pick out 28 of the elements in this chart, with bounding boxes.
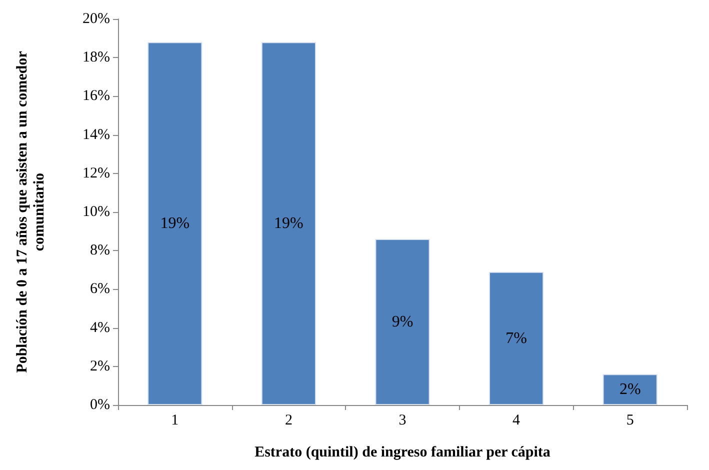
x-axis-title: Estrato (quintil) de ingreso familiar per cápita	[254, 444, 551, 460]
data-label: 7%	[506, 330, 527, 347]
x-tick-label: 5	[626, 412, 634, 428]
data-label: 19%	[160, 215, 190, 232]
x-tick-label: 3	[398, 412, 406, 428]
bar	[488, 272, 544, 405]
y-tick-label: 2%	[90, 358, 110, 374]
y-tick-label: 16%	[82, 88, 110, 104]
bar	[375, 239, 430, 405]
bar	[148, 42, 202, 405]
y-tick-label: 20%	[82, 11, 110, 27]
data-label: 2%	[619, 381, 641, 398]
y-tick-label: 4%	[90, 320, 110, 336]
y-axis-title: Población de 0 a 17 años que asisten a un comedor comunitario	[14, 50, 48, 373]
x-tick-label: 1	[171, 412, 179, 428]
y-tick-label: 10%	[82, 204, 110, 220]
bar	[261, 42, 316, 405]
y-tick-label: 18%	[82, 50, 110, 66]
y-tick-label: 8%	[90, 242, 110, 259]
bar	[602, 374, 658, 405]
y-tick-label: 6%	[90, 281, 110, 298]
y-tick-label: 12%	[82, 165, 110, 182]
data-label: 19%	[274, 215, 304, 232]
x-tick-label: 4	[512, 412, 521, 428]
y-tick-label: 0%	[90, 397, 110, 413]
data-label: 9%	[392, 314, 414, 331]
y-tick-label: 14%	[82, 126, 110, 143]
x-tick-label: 2	[284, 412, 292, 428]
